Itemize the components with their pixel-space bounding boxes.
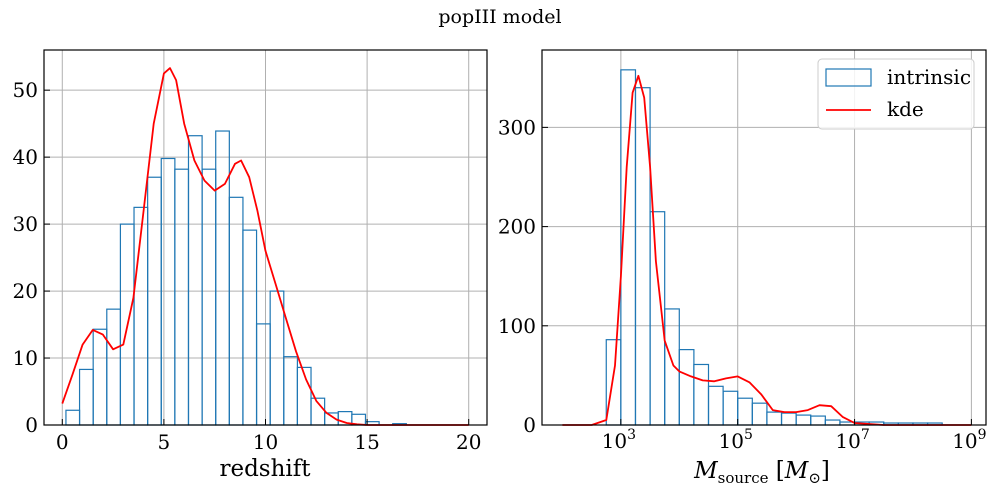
histogram-bin	[215, 130, 230, 426]
histogram-bin	[766, 411, 783, 426]
x-tick-label: 20	[456, 430, 481, 454]
axes-frame	[541, 49, 987, 426]
histogram-bin	[707, 385, 724, 426]
x-tick-label: 105	[719, 427, 753, 453]
x-tick-label: 0	[56, 430, 69, 454]
plot-mass: 103 105 107 109 0 100 200 300 Msource [M⊙] intrin…	[498, 49, 987, 487]
y-tick-label: 0	[25, 413, 38, 437]
legend-label-intrinsic: intrinsic	[887, 65, 971, 89]
y-tick-label: 300	[498, 115, 536, 139]
histogram-bin	[751, 402, 768, 426]
histogram-bin	[795, 414, 812, 426]
y-tick-label: 200	[498, 215, 536, 239]
kde-line	[562, 74, 972, 426]
y-tick-label: 50	[13, 78, 38, 102]
histogram-bin	[160, 157, 176, 426]
histogram-bin	[737, 397, 753, 426]
x-tick-label: 109	[952, 427, 986, 453]
y-tick-label: 20	[13, 279, 38, 303]
histogram-bin	[187, 135, 203, 426]
legend: intrinsic kde	[817, 58, 975, 130]
x-axis-label: redshift	[219, 456, 311, 482]
histogram-bin	[147, 176, 162, 426]
y-tick-label: 30	[13, 212, 38, 236]
histogram-bin	[106, 308, 122, 426]
legend-box	[817, 58, 975, 130]
plot-redshift: 0 5 10 15 20 0 10 20 30 40 50 redshift	[13, 49, 488, 482]
histogram-bin	[78, 368, 94, 426]
histogram-bin	[201, 168, 217, 426]
legend-label-kde: kde	[887, 97, 924, 121]
histogram-bin	[92, 328, 108, 426]
histogram-bin	[242, 229, 258, 426]
y-tick-label: 40	[13, 145, 38, 169]
histogram-bin	[678, 349, 695, 426]
histogram-bin	[810, 415, 826, 426]
legend-swatch-intrinsic	[825, 68, 872, 87]
y-tick-label: 10	[13, 346, 38, 370]
x-tick-label: 15	[354, 430, 379, 454]
kde-line	[61, 67, 469, 426]
histogram-bin	[664, 308, 680, 426]
histogram-bin	[722, 390, 739, 426]
histogram-bin	[693, 363, 710, 426]
x-tick-label: 103	[602, 427, 636, 453]
y-tick-label: 0	[523, 413, 536, 437]
histogram-bin	[780, 412, 797, 426]
histogram-bin	[228, 196, 244, 426]
x-axis-label: Msource [M⊙]	[693, 458, 830, 487]
histogram-bin	[65, 409, 81, 426]
histogram-bin	[824, 419, 841, 426]
histogram-bin	[255, 323, 271, 426]
y-tick-label: 100	[498, 314, 536, 338]
x-tick-label: 5	[158, 430, 171, 454]
histogram-bin	[283, 356, 299, 426]
x-tick-label: 107	[835, 427, 869, 453]
histogram-bin	[174, 168, 190, 426]
x-tick-label: 10	[253, 430, 278, 454]
figure-title: popIII model	[438, 6, 562, 28]
